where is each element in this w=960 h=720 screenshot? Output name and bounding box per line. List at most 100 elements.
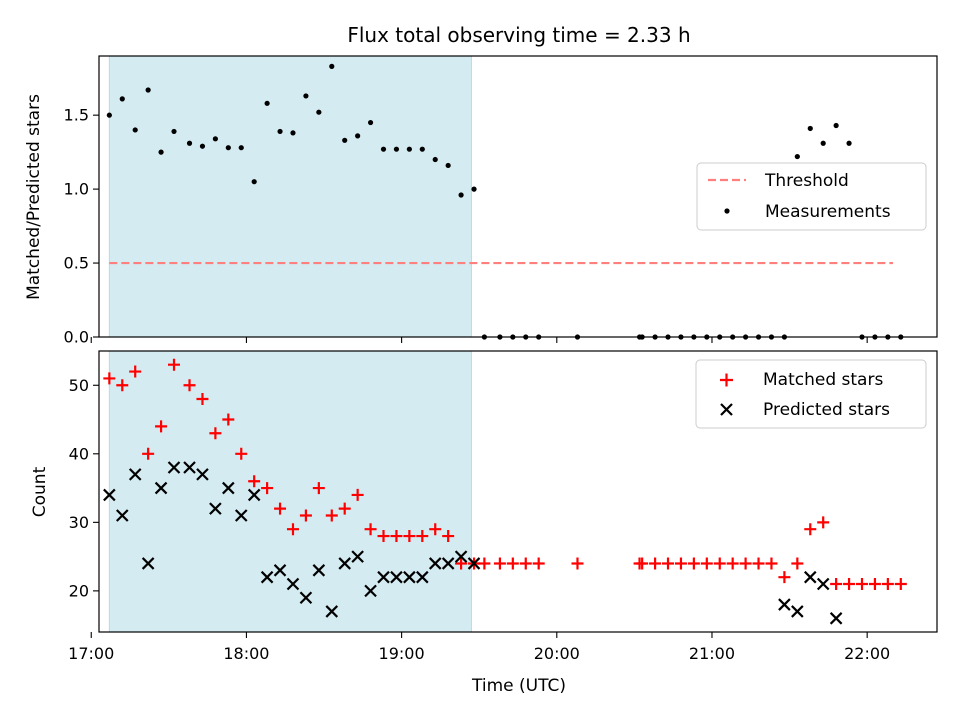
measurement-point (833, 122, 839, 129)
matched-star-point (196, 392, 209, 405)
matched-star-point (390, 530, 403, 543)
matched-star-point (261, 482, 274, 495)
top-y-axis-label: Matched/Predicted stars (24, 94, 44, 300)
y-tick-label: 20 (69, 581, 89, 600)
threshold-legend-label: Threshold (764, 171, 849, 191)
measurement-point (238, 145, 244, 151)
predicted-legend-label: Predicted stars (763, 400, 890, 420)
predicted-star-point (816, 577, 830, 591)
predicted-star-point (390, 570, 403, 584)
predicted-star-point (116, 509, 129, 522)
matched-star-point (791, 557, 804, 570)
matched-star-point (765, 557, 778, 570)
bottom-axes-frame (98, 350, 938, 633)
measurement-point (393, 146, 400, 152)
matched-star-point (183, 379, 196, 392)
measurement-point (820, 140, 826, 146)
x-tick-label: 22:00 (844, 644, 890, 663)
measurement-point (794, 153, 800, 160)
matched-star-point (778, 571, 791, 584)
matched-star-point (286, 523, 299, 536)
top-legend-box (696, 162, 927, 231)
predicted-star-point (141, 557, 155, 570)
matched-star-point (142, 447, 155, 460)
matched-star-point (364, 523, 377, 536)
bottom-legend-box (695, 359, 927, 429)
predicted-star-point (167, 461, 181, 474)
measurement-point (277, 128, 283, 135)
measurement-point (225, 145, 231, 151)
y-tick-label: 30 (69, 513, 89, 532)
predicted-star-point (260, 570, 274, 584)
bottom-y-axis-label: Count (30, 466, 50, 517)
predicted-star-point (403, 570, 416, 584)
top-y-axis: 0.0 0.5 1.0 1.5 (64, 106, 99, 347)
matched-star-point (726, 557, 739, 570)
predicted-star-point (286, 577, 300, 591)
predicted-star-point (467, 557, 481, 570)
predicted-star-point (325, 605, 339, 618)
matched-star-point (248, 475, 261, 488)
top-shaded-interval (108, 55, 472, 338)
y-tick-label: 40 (69, 444, 89, 463)
bottom-legend: Matched stars Predicted stars (695, 359, 927, 429)
predicted-star-point (247, 488, 261, 502)
matched-star-point (168, 358, 181, 371)
top-legend: Threshold Measurements (696, 162, 927, 231)
predicted-star-point (441, 557, 455, 570)
measurement-point (171, 128, 177, 135)
matched-star-point (209, 427, 222, 440)
predicted-star-point (428, 557, 442, 570)
y-tick-label: 1.5 (64, 106, 89, 125)
measurement-point (380, 146, 387, 152)
predicted-star-point (454, 550, 468, 563)
predicted-star-point (183, 461, 196, 474)
measurement-point (419, 146, 425, 152)
matched-star-point (752, 557, 765, 570)
measurement-point (406, 146, 412, 152)
matched-star-point (455, 557, 468, 570)
matched-star-point (687, 557, 700, 570)
matched-star-point (222, 413, 235, 426)
x-tick-label: 20:00 (534, 644, 580, 663)
y-tick-label: 0.0 (64, 328, 89, 347)
matched-star-point (881, 578, 894, 591)
predicted-star-point (829, 612, 843, 625)
matched-star-point (571, 557, 584, 570)
bottom-x-axis: 17:00 18:00 19:00 20:00 21:00 22:00 (68, 632, 890, 663)
top-axes-frame (98, 55, 938, 338)
matched-star-point (442, 530, 455, 543)
measurement-point (119, 96, 125, 102)
predicted-star-point (273, 564, 287, 577)
predicted-star-point (416, 570, 429, 584)
matched-star-point (235, 447, 248, 460)
matched-star-point (116, 379, 129, 392)
matched-star-point (338, 502, 351, 515)
predicted-star-point (299, 591, 313, 605)
matched-star-point (817, 516, 830, 529)
matched-star-point (155, 420, 168, 433)
matched-star-point (843, 578, 856, 591)
x-tick-label: 21:00 (689, 644, 735, 663)
top-marks (106, 63, 904, 340)
predicted-star-point (234, 509, 248, 522)
predicted-star-point (778, 598, 791, 611)
x-tick-label: 17:00 (68, 644, 114, 663)
measurement-point (316, 109, 322, 115)
matched-star-point (377, 530, 390, 543)
matched-star-point (351, 488, 364, 501)
matched-star-point (429, 523, 442, 536)
measurement-point (432, 156, 438, 163)
predicted-star-point (338, 557, 351, 570)
bottom-marks (103, 358, 907, 625)
predicted-star-point (803, 570, 817, 584)
measurement-point (106, 112, 112, 118)
predicted-star-point (128, 468, 142, 481)
measurement-point (264, 100, 270, 106)
matched-star-point (103, 372, 116, 385)
matched-star-point (299, 509, 312, 522)
matched-star-point (674, 557, 687, 570)
matched-star-point (649, 557, 662, 570)
predicted-star-point (377, 570, 390, 584)
